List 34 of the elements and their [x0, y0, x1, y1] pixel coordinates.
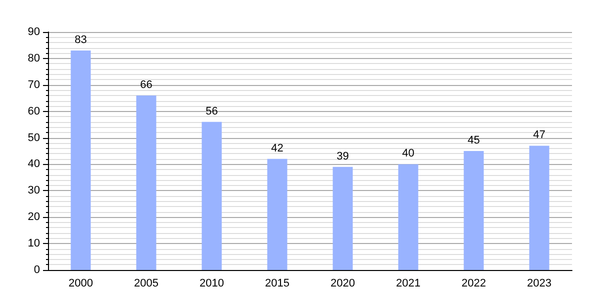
y-tick-label: 0	[34, 264, 40, 276]
bar	[70, 50, 91, 270]
x-tick-label: 2020	[330, 278, 355, 290]
x-tick-label: 2023	[527, 278, 552, 290]
x-tick-label: 2015	[265, 278, 290, 290]
x-tick-label: 2000	[68, 278, 93, 290]
bar	[529, 146, 550, 270]
data-label: 42	[271, 142, 284, 154]
x-tick-label: 2021	[396, 278, 420, 290]
bar	[332, 166, 353, 270]
x-tick-label: 2022	[462, 278, 486, 290]
data-label: 47	[533, 129, 546, 142]
y-tick-label: 20	[28, 211, 40, 224]
y-tick-label: 80	[28, 52, 40, 64]
data-label: 83	[74, 34, 87, 46]
y-tick-label: 40	[28, 158, 40, 170]
data-label: 39	[336, 150, 349, 162]
x-tick-label: 2005	[134, 278, 158, 290]
x-tick-label: 2010	[200, 278, 224, 290]
y-tick-label: 30	[28, 184, 40, 197]
y-tick-label: 50	[28, 132, 40, 144]
bar	[136, 95, 156, 270]
bar	[464, 151, 484, 270]
bar	[398, 164, 418, 270]
bar	[267, 158, 288, 270]
data-label: 40	[402, 148, 414, 160]
data-label: 45	[468, 134, 480, 146]
y-tick-label: 10	[28, 238, 40, 250]
data-label: 56	[206, 105, 218, 118]
y-tick-label: 70	[28, 78, 40, 91]
y-tick-label: 90	[28, 26, 40, 38]
data-label: 66	[140, 78, 152, 91]
bar	[202, 122, 222, 270]
y-tick-label: 60	[28, 105, 40, 118]
